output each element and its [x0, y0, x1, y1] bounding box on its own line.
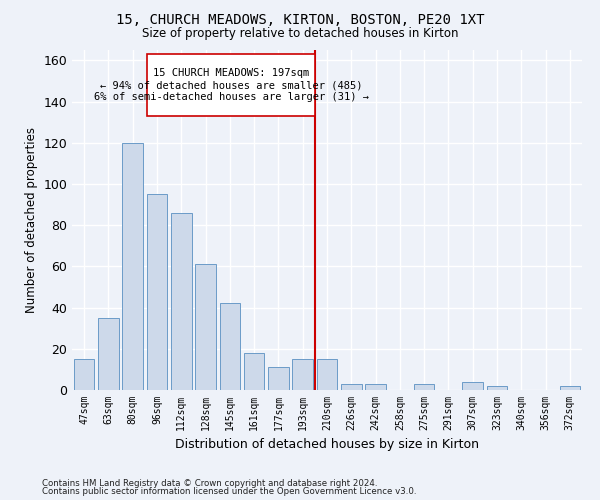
Bar: [98, 318, 119, 390]
Y-axis label: Number of detached properties: Number of detached properties: [25, 127, 38, 313]
Bar: [414, 384, 434, 390]
Bar: [122, 142, 143, 390]
Bar: [317, 359, 337, 390]
Text: Contains public sector information licensed under the Open Government Licence v3: Contains public sector information licen…: [42, 487, 416, 496]
Bar: [147, 54, 315, 116]
Bar: [244, 353, 265, 390]
Text: Size of property relative to detached houses in Kirton: Size of property relative to detached ho…: [142, 28, 458, 40]
Bar: [171, 213, 191, 390]
Text: 15 CHURCH MEADOWS: 197sqm
← 94% of detached houses are smaller (485)
6% of semi-: 15 CHURCH MEADOWS: 197sqm ← 94% of detac…: [94, 68, 368, 102]
Bar: [195, 264, 216, 390]
Text: 15, CHURCH MEADOWS, KIRTON, BOSTON, PE20 1XT: 15, CHURCH MEADOWS, KIRTON, BOSTON, PE20…: [116, 12, 484, 26]
Bar: [487, 386, 508, 390]
Bar: [268, 368, 289, 390]
Bar: [74, 359, 94, 390]
X-axis label: Distribution of detached houses by size in Kirton: Distribution of detached houses by size …: [175, 438, 479, 452]
Bar: [560, 386, 580, 390]
Text: Contains HM Land Registry data © Crown copyright and database right 2024.: Contains HM Land Registry data © Crown c…: [42, 478, 377, 488]
Bar: [365, 384, 386, 390]
Bar: [292, 359, 313, 390]
Bar: [146, 194, 167, 390]
Bar: [341, 384, 362, 390]
Bar: [463, 382, 483, 390]
Bar: [220, 304, 240, 390]
